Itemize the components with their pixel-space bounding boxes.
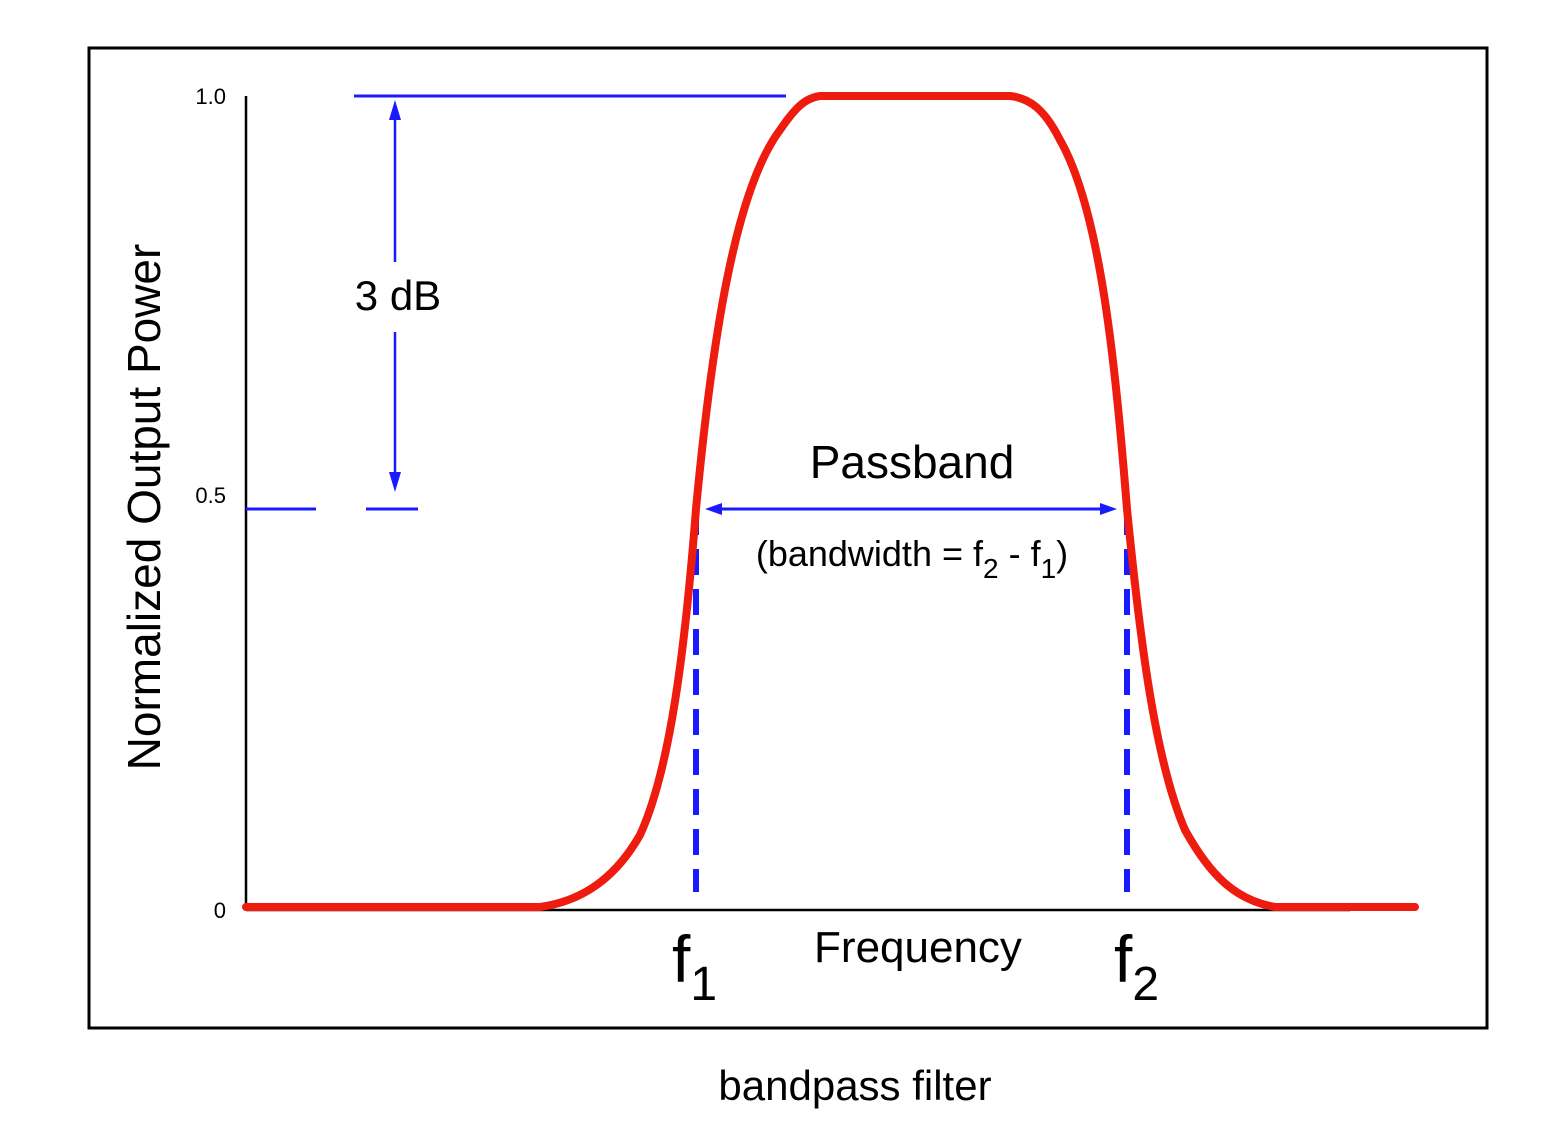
- y-tick-0: 0: [214, 898, 226, 923]
- f2-label: f2: [1114, 922, 1159, 1011]
- y-tick-05: 0.5: [195, 483, 226, 508]
- 3db-label: 3 dB: [355, 272, 441, 319]
- 3db-arrowhead-up: [389, 100, 401, 120]
- f1-label: f1: [672, 922, 717, 1011]
- passband-arrowhead-right: [1100, 503, 1117, 515]
- figure-frame: [87, 46, 1489, 1030]
- filter-response-curve: [242, 92, 1419, 911]
- arrowheads: [389, 100, 1117, 515]
- y-tick-1: 1.0: [195, 84, 226, 109]
- 3db-arrowhead-down: [389, 472, 401, 492]
- passband-arrowhead-left: [705, 503, 722, 515]
- x-axis-label: Frequency: [814, 923, 1022, 972]
- bandwidth-formula: (bandwidth = f2 - f1): [756, 533, 1068, 584]
- annotations: [246, 94, 1130, 892]
- passband-label: Passband: [810, 436, 1015, 488]
- figure-caption: bandpass filter: [718, 1062, 991, 1109]
- y-axis-label: Normalized Output Power: [118, 244, 170, 771]
